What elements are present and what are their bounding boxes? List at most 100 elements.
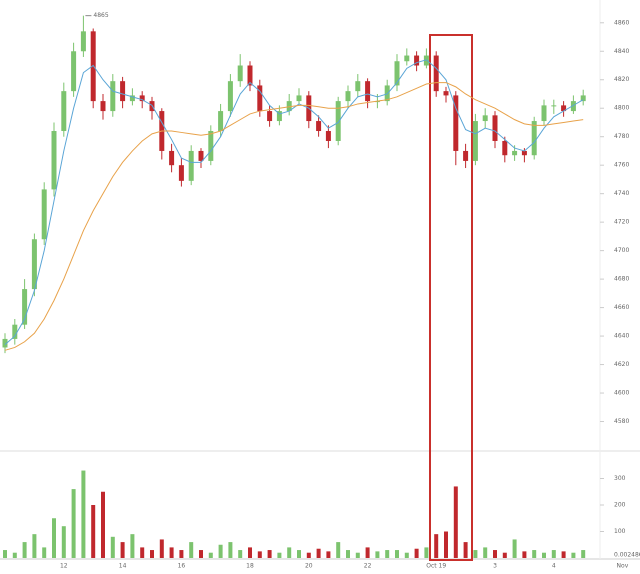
volume-bar	[562, 551, 566, 558]
volume-bar	[287, 547, 291, 558]
volume-bar	[189, 542, 193, 558]
candle-body	[542, 105, 547, 121]
volume-bar	[405, 553, 409, 558]
volume-bar	[317, 549, 321, 558]
y-tick-label: 4760	[614, 162, 629, 169]
candle-body	[228, 81, 233, 111]
y2-tick-label: 100	[614, 528, 626, 535]
candle-body	[355, 81, 360, 91]
volume-bar	[385, 550, 389, 558]
volume-bar	[228, 542, 232, 558]
volume-bar	[23, 542, 27, 558]
volume-bar	[268, 550, 272, 558]
volume-bar	[366, 547, 370, 558]
x-tick-label: 22	[364, 563, 372, 570]
y-tick-label: 4720	[614, 219, 629, 226]
volume-bar	[444, 532, 448, 559]
volume-bar	[454, 486, 458, 558]
x-tick-label: 4	[552, 563, 556, 570]
volume-bar	[3, 550, 7, 558]
x-tick-label: 12	[60, 563, 68, 570]
x-tick-label: 20	[305, 563, 313, 570]
candle-body	[179, 165, 184, 181]
y-tick-label: 4640	[614, 333, 629, 340]
y2-tick-label: 200	[614, 502, 626, 509]
candle-body	[463, 151, 468, 161]
y-tick-label: 4860	[614, 19, 629, 26]
candle-body	[238, 66, 243, 82]
volume-bar	[473, 550, 477, 558]
volume-bar	[464, 542, 468, 558]
volume-bar	[424, 547, 428, 558]
y-tick-label: 4620	[614, 361, 629, 368]
volume-bar	[415, 549, 419, 558]
candle-body	[42, 189, 47, 239]
candle-body	[493, 115, 498, 141]
volume-bar	[552, 550, 556, 558]
volume-bar	[522, 551, 526, 558]
volume-bar	[81, 471, 85, 558]
volume-bar	[581, 550, 585, 558]
x-tick-label: Oct 19	[426, 563, 446, 570]
candle-body	[473, 121, 478, 161]
x-tick-label: 14	[119, 563, 127, 570]
candle-body	[189, 151, 194, 181]
volume-bar	[434, 534, 438, 558]
x-tick-label: Nov	[617, 563, 629, 570]
volume-bar	[170, 547, 174, 558]
volume-bar	[326, 551, 330, 558]
candle-body	[346, 91, 351, 101]
candle-body	[61, 91, 66, 131]
candle-body	[502, 141, 507, 155]
volume-bar	[277, 553, 281, 558]
candle-body	[101, 101, 106, 111]
volume-bar	[513, 539, 517, 558]
volume-bar	[150, 550, 154, 558]
volume-bar	[32, 534, 36, 558]
candle-body	[365, 81, 370, 101]
x-tick-label: 3	[493, 563, 497, 570]
candle-body	[336, 101, 341, 141]
volume-bar	[395, 550, 399, 558]
x-tick-label: 16	[178, 563, 186, 570]
high-label: 4865	[93, 12, 108, 19]
volume-bar	[542, 553, 546, 558]
y-tick-label: 4580	[614, 418, 629, 425]
volume-bar	[209, 553, 213, 558]
y-tick-label: 4820	[614, 76, 629, 83]
candle-body	[267, 111, 272, 121]
candle-body	[551, 105, 556, 106]
volume-bar	[297, 550, 301, 558]
volume-bar	[238, 550, 242, 558]
volume-bar	[571, 553, 575, 558]
volume-bar	[219, 545, 223, 558]
candle-body	[120, 81, 125, 101]
volume-bar	[199, 550, 203, 558]
candle-body	[12, 325, 17, 339]
y-tick-label: 4840	[614, 48, 629, 55]
candle-body	[512, 151, 517, 155]
candle-body	[444, 91, 449, 95]
volume-bar	[72, 489, 76, 558]
volume-bar	[248, 547, 252, 558]
volume-bar	[493, 550, 497, 558]
volume-bar	[160, 539, 164, 558]
candle-body	[199, 151, 204, 161]
candle-body	[110, 81, 115, 111]
y-tick-label: 4700	[614, 247, 629, 254]
volume-bar	[140, 547, 144, 558]
candle-body	[169, 151, 174, 165]
candle-body	[81, 31, 86, 51]
candle-body	[522, 151, 527, 155]
y-tick-label: 4780	[614, 133, 629, 140]
candle-body	[404, 56, 409, 62]
y-tick-label: 4680	[614, 276, 629, 283]
volume-bar	[258, 551, 262, 558]
candle-body	[483, 115, 488, 121]
volume-bar	[375, 551, 379, 558]
volume-bar	[307, 553, 311, 558]
candle-body	[297, 95, 302, 101]
volume-bar	[13, 553, 17, 558]
